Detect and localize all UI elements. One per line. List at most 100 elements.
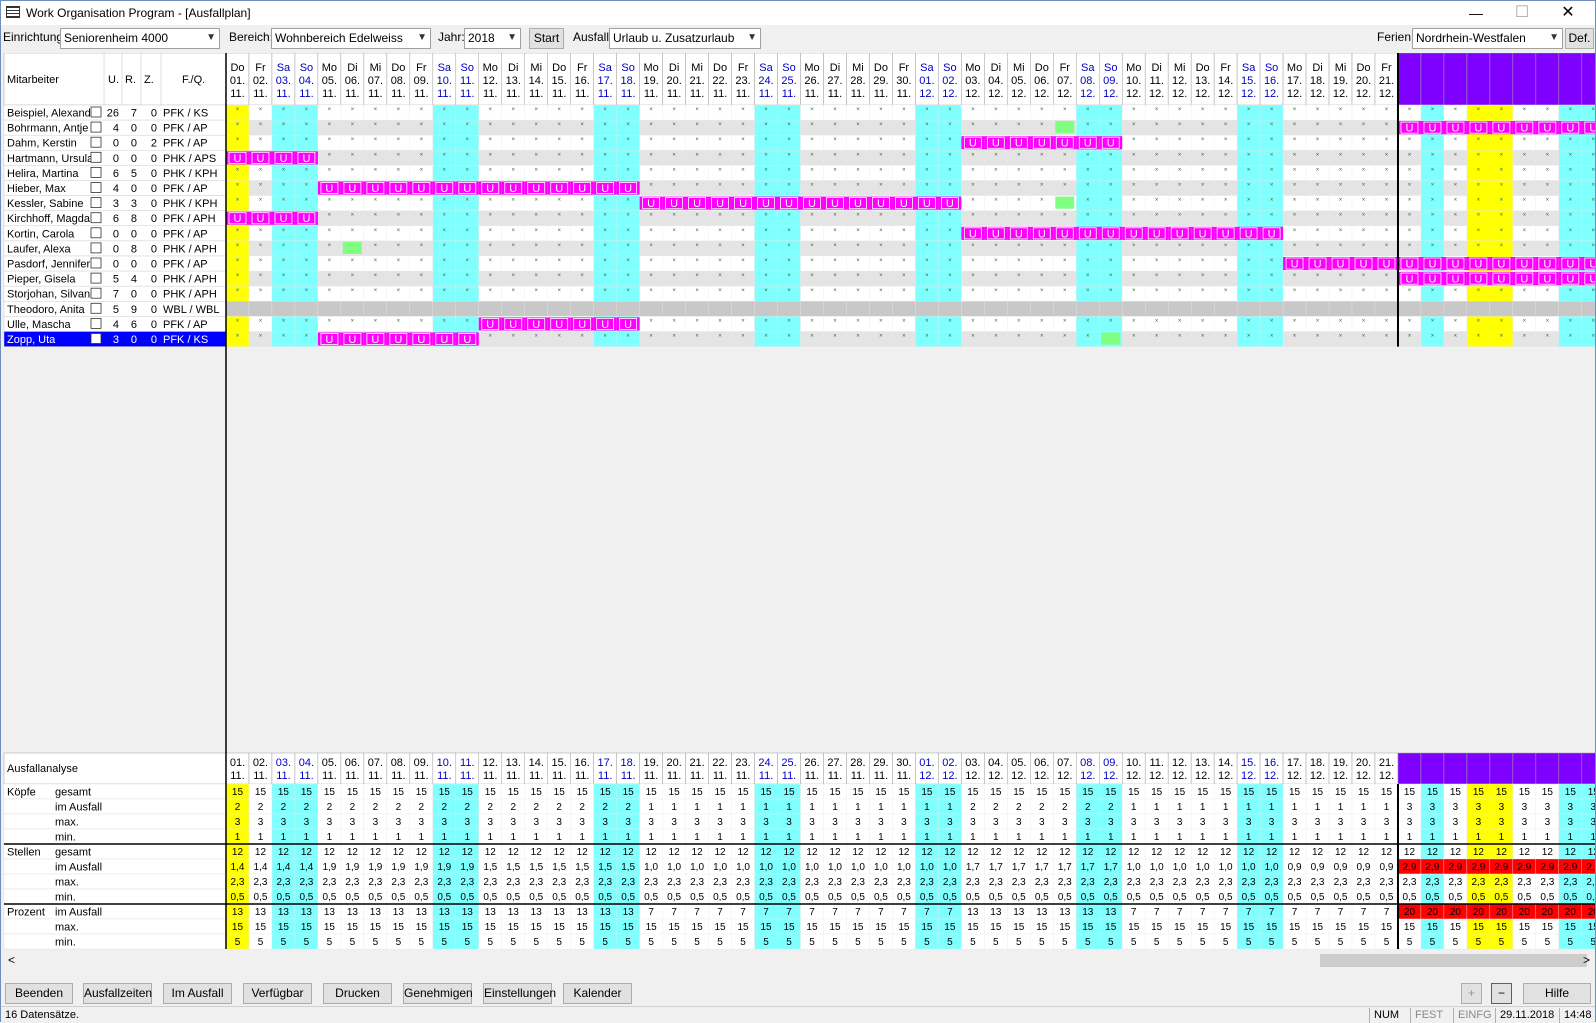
absence-cell[interactable] <box>1053 136 1077 150</box>
absence-cell[interactable] <box>984 136 1008 150</box>
im-ausfall-button[interactable]: Im Ausfall <box>163 983 232 1004</box>
ausfallplan-grid[interactable]: Mitarbeiter U. R. Z. F./Q.Do01.11.Fr02.11.Sa… <box>1 53 1595 951</box>
checkbox[interactable] <box>90 197 102 209</box>
day-cell[interactable] <box>317 301 342 317</box>
scroll-left-icon[interactable]: < <box>8 953 16 967</box>
verfuegbar-button[interactable]: Verfügbar <box>243 983 312 1004</box>
horizontal-scrollbar[interactable]: < > <box>4 952 1594 969</box>
checkbox[interactable] <box>90 302 102 314</box>
day-cell[interactable] <box>869 301 893 317</box>
ausfallzeiten-button[interactable]: Ausfallzeiten <box>83 983 152 1004</box>
checkbox[interactable] <box>90 182 102 193</box>
day-cell[interactable] <box>455 301 479 317</box>
day-cell[interactable] <box>754 301 778 317</box>
day-cell[interactable] <box>1007 301 1031 317</box>
day-cell[interactable] <box>685 301 709 317</box>
day-cell[interactable] <box>1374 301 1399 317</box>
day-cell[interactable] <box>524 301 548 317</box>
absence-cell[interactable] <box>1099 136 1123 150</box>
employee-row[interactable]: Ulle, Mascha 4 6 0 PFK / AP × × × × × × × × × × × × × × × × ×… <box>3 316 1595 332</box>
jahr-select[interactable]: 2018 ▼ <box>464 28 521 49</box>
day-cell[interactable] <box>1535 301 1559 317</box>
absence-cell[interactable] <box>1443 121 1467 135</box>
day-cell[interactable] <box>478 301 502 317</box>
employee-row[interactable]: Bohrmann, Antje 4 0 0 PFK / AP × × × × × × × × × × × × × ×… <box>3 119 1595 136</box>
checkbox[interactable] <box>90 121 102 133</box>
checkbox[interactable] <box>90 167 102 178</box>
bereich-select[interactable]: Wohnbereich Edelweiss ▼ <box>271 28 431 49</box>
checkbox[interactable] <box>90 227 102 239</box>
day-cell[interactable] <box>777 301 801 317</box>
day-cell[interactable] <box>386 301 410 317</box>
scrollbar-thumb[interactable] <box>1320 954 1587 967</box>
day-cell[interactable] <box>1282 301 1307 317</box>
employee-row[interactable]: Dahm, Kerstin 0 0 2 PFK / AP × × × × × × × × × × × × × × × ×… <box>3 134 1595 151</box>
absence-cell[interactable] <box>1076 136 1100 150</box>
day-cell[interactable] <box>1420 301 1445 317</box>
employee-row[interactable]: Hieber, Max 4 0 0 PFK / AP × × × × × × × × × × × × × × × × × ×… <box>3 180 1595 196</box>
day-cell[interactable] <box>409 301 433 317</box>
day-cell[interactable] <box>731 301 755 317</box>
day-cell[interactable] <box>1099 301 1123 317</box>
checkbox[interactable] <box>90 106 102 118</box>
day-cell[interactable] <box>984 301 1008 317</box>
scroll-right-icon[interactable]: > <box>1582 953 1590 967</box>
absence-cell[interactable] <box>1420 121 1444 135</box>
day-cell[interactable] <box>1397 301 1422 317</box>
employee-row[interactable]: Hartmann, Ursula 0 0 0 PHK / APS × × × × × × × × × × × ×… <box>3 150 1595 166</box>
einrichtung-select[interactable]: Seniorenheim 4000 ▼ <box>60 28 220 49</box>
day-cell[interactable] <box>1030 301 1054 317</box>
day-cell[interactable] <box>248 301 273 317</box>
absence-cell[interactable] <box>1466 121 1490 135</box>
checkbox[interactable] <box>90 272 102 284</box>
ausfall-select[interactable]: Urlaub u. Zusatzurlaub ▼ <box>609 28 761 49</box>
day-header-59[interactable]: So30.12. <box>1581 53 1595 106</box>
employee-row[interactable]: Kessler, Sabine 3 3 0 PHK / KPH × × × × × × × × × × × × ×… <box>3 195 1595 211</box>
checkbox[interactable] <box>90 317 102 329</box>
employee-row[interactable]: Beispiel, Alexandra 26 7 0 PFK / KS × × × × × × × × ×… <box>3 104 1595 121</box>
absence-cell[interactable] <box>1030 136 1054 150</box>
day-cell[interactable] <box>1443 301 1468 317</box>
day-cell[interactable] <box>271 301 296 317</box>
day-cell[interactable] <box>1466 301 1491 317</box>
genehmigen-button[interactable]: Genehmigen <box>403 983 473 1004</box>
minimize-button[interactable]: — <box>1469 5 1483 21</box>
absence-cell[interactable] <box>294 151 318 165</box>
employee-row[interactable]: Pasdorf, Jennifer 0 0 0 PFK / AP × × × × × × × × × × × ×… <box>3 255 1595 272</box>
employee-row[interactable]: Kortin, Carola 0 0 0 PFK / AP × × × × × × × × × × × × × × ×… <box>3 225 1595 242</box>
absence-cell[interactable] <box>248 151 272 165</box>
absence-cell[interactable] <box>1397 121 1421 135</box>
day-cell[interactable] <box>1168 301 1192 317</box>
